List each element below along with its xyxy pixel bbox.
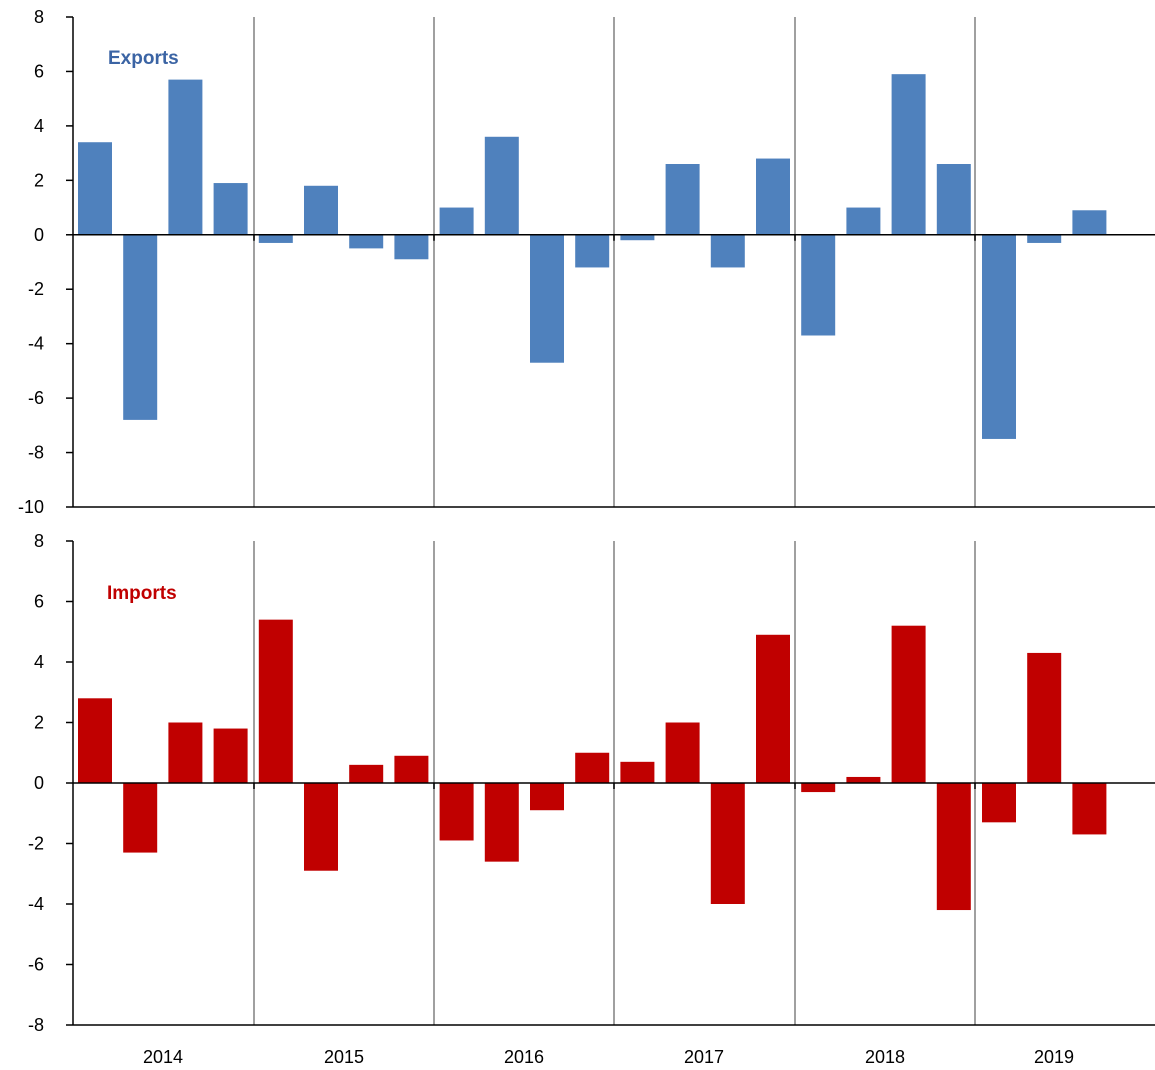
bar xyxy=(439,783,474,841)
bar xyxy=(1072,210,1107,235)
year-label: 2019 xyxy=(1034,1047,1074,1067)
exports-panel: 8 6 4 2 0 -2 -4 -6 -8 -10 Exports xyxy=(18,7,1155,517)
y-tick-label: 6 xyxy=(34,61,44,81)
bar xyxy=(123,234,158,420)
bar xyxy=(665,722,700,783)
bar xyxy=(530,234,564,363)
y-tick-label: 2 xyxy=(34,170,44,190)
y-tick-label: 8 xyxy=(34,7,44,27)
bar xyxy=(213,183,248,235)
y-tick-label: 0 xyxy=(34,773,44,793)
bar xyxy=(575,752,610,783)
y-tick-label: -2 xyxy=(28,279,44,299)
year-axis: 2014 2015 2016 2017 2018 2019 xyxy=(143,1047,1074,1067)
bar xyxy=(439,207,474,235)
year-label: 2018 xyxy=(865,1047,905,1067)
y-tick-label: -2 xyxy=(28,834,44,854)
year-label: 2014 xyxy=(143,1047,183,1067)
imports-panel: 8 6 4 2 0 -2 -4 -6 -8 Imports xyxy=(28,531,1155,1035)
bar xyxy=(620,761,655,783)
y-tick-label: -8 xyxy=(28,1015,44,1035)
bar xyxy=(168,722,203,783)
bar xyxy=(891,625,926,783)
y-tick-label: -10 xyxy=(18,497,44,517)
bar xyxy=(530,783,564,811)
bar xyxy=(846,207,881,235)
y-tick-label: 4 xyxy=(34,652,44,672)
bar xyxy=(213,728,248,783)
year-label: 2015 xyxy=(324,1047,364,1067)
bar xyxy=(936,164,971,235)
bar xyxy=(258,234,293,243)
y-tick-label: -6 xyxy=(28,955,44,975)
bar xyxy=(394,234,429,260)
year-label: 2016 xyxy=(504,1047,544,1067)
bar xyxy=(349,234,384,249)
bar xyxy=(982,234,1016,439)
bar xyxy=(710,783,745,904)
y-tick-label: -6 xyxy=(28,388,44,408)
y-tick-label: 2 xyxy=(34,713,44,733)
imports-label: Imports xyxy=(107,583,177,604)
bar xyxy=(1027,234,1062,243)
bar xyxy=(756,158,790,235)
bar xyxy=(1027,652,1062,783)
bar xyxy=(78,698,112,783)
bar xyxy=(484,136,519,235)
bar xyxy=(484,783,519,862)
bar xyxy=(756,634,790,783)
bar xyxy=(304,185,338,235)
bar xyxy=(349,764,384,783)
y-tick-label: -4 xyxy=(28,334,44,354)
y-tick-label: 0 xyxy=(34,225,44,245)
bar xyxy=(982,783,1016,823)
bar xyxy=(846,776,881,783)
bar xyxy=(620,234,655,241)
bar xyxy=(710,234,745,268)
bar xyxy=(801,234,836,336)
bar xyxy=(936,783,971,911)
bar xyxy=(168,79,203,235)
bar xyxy=(801,783,836,793)
y-tick-label: 8 xyxy=(34,531,44,551)
year-label: 2017 xyxy=(684,1047,724,1067)
bar xyxy=(304,783,338,871)
bar xyxy=(394,755,429,783)
bar xyxy=(123,783,158,853)
bar xyxy=(891,74,926,235)
exports-label: Exports xyxy=(108,48,179,69)
bar xyxy=(665,164,700,235)
bar xyxy=(78,142,112,235)
y-tick-label: 4 xyxy=(34,116,44,136)
y-tick-label: 6 xyxy=(34,592,44,612)
y-tick-label: -8 xyxy=(28,443,44,463)
bar xyxy=(575,234,610,268)
y-tick-label: -4 xyxy=(28,894,44,914)
bar xyxy=(1072,783,1107,835)
bar xyxy=(258,619,293,783)
